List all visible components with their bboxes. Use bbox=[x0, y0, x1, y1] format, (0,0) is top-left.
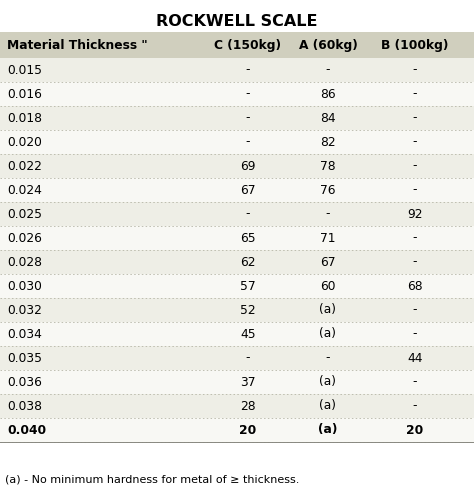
Text: -: - bbox=[413, 232, 417, 245]
Text: -: - bbox=[413, 400, 417, 413]
Text: -: - bbox=[246, 136, 250, 149]
Text: 67: 67 bbox=[240, 184, 256, 197]
Text: 0.028: 0.028 bbox=[7, 255, 42, 268]
Text: 0.025: 0.025 bbox=[7, 208, 42, 221]
Text: 0.026: 0.026 bbox=[7, 232, 42, 245]
Bar bbox=[0, 298, 474, 322]
Text: -: - bbox=[413, 376, 417, 389]
Text: 0.038: 0.038 bbox=[7, 400, 42, 413]
Text: C (150kg): C (150kg) bbox=[215, 38, 282, 51]
Text: -: - bbox=[246, 63, 250, 76]
Text: 60: 60 bbox=[320, 279, 336, 292]
Text: 86: 86 bbox=[320, 87, 336, 100]
Text: (a): (a) bbox=[319, 327, 337, 340]
Text: (a) - No minimum hardness for metal of ≥ thickness.: (a) - No minimum hardness for metal of ≥… bbox=[5, 474, 300, 484]
Text: (a): (a) bbox=[319, 376, 337, 389]
Text: 76: 76 bbox=[320, 184, 336, 197]
Text: 71: 71 bbox=[320, 232, 336, 245]
Text: 45: 45 bbox=[240, 327, 256, 340]
Bar bbox=[0, 58, 474, 82]
Bar bbox=[0, 32, 474, 58]
Text: -: - bbox=[413, 303, 417, 316]
Text: 0.016: 0.016 bbox=[7, 87, 42, 100]
Text: 65: 65 bbox=[240, 232, 256, 245]
Text: 78: 78 bbox=[320, 160, 336, 173]
Text: 67: 67 bbox=[320, 255, 336, 268]
Text: 0.032: 0.032 bbox=[7, 303, 42, 316]
Bar bbox=[0, 370, 474, 394]
Bar bbox=[0, 202, 474, 226]
Text: -: - bbox=[413, 160, 417, 173]
Text: A (60kg): A (60kg) bbox=[299, 38, 357, 51]
Bar bbox=[0, 394, 474, 418]
Text: (a): (a) bbox=[319, 424, 337, 437]
Text: Material Thickness ": Material Thickness " bbox=[7, 38, 147, 51]
Text: 57: 57 bbox=[240, 279, 256, 292]
Text: 0.034: 0.034 bbox=[7, 327, 42, 340]
Text: 28: 28 bbox=[240, 400, 256, 413]
Text: 84: 84 bbox=[320, 111, 336, 124]
Text: 0.020: 0.020 bbox=[7, 136, 42, 149]
Text: -: - bbox=[413, 136, 417, 149]
Text: -: - bbox=[326, 208, 330, 221]
Text: 0.015: 0.015 bbox=[7, 63, 42, 76]
Text: -: - bbox=[246, 351, 250, 364]
Text: (a): (a) bbox=[319, 400, 337, 413]
Text: -: - bbox=[413, 111, 417, 124]
Text: 37: 37 bbox=[240, 376, 256, 389]
Text: 52: 52 bbox=[240, 303, 256, 316]
Text: 0.035: 0.035 bbox=[7, 351, 42, 364]
Text: 0.040: 0.040 bbox=[7, 424, 46, 437]
Bar bbox=[0, 130, 474, 154]
Text: 0.024: 0.024 bbox=[7, 184, 42, 197]
Text: -: - bbox=[413, 255, 417, 268]
Text: 62: 62 bbox=[240, 255, 256, 268]
Bar bbox=[0, 226, 474, 250]
Text: -: - bbox=[246, 111, 250, 124]
Text: -: - bbox=[413, 63, 417, 76]
Text: 44: 44 bbox=[407, 351, 423, 364]
Text: -: - bbox=[326, 351, 330, 364]
Bar bbox=[0, 322, 474, 346]
Bar bbox=[0, 82, 474, 106]
Text: 0.022: 0.022 bbox=[7, 160, 42, 173]
Text: 0.030: 0.030 bbox=[7, 279, 42, 292]
Text: 0.018: 0.018 bbox=[7, 111, 42, 124]
Text: -: - bbox=[413, 87, 417, 100]
Text: 20: 20 bbox=[406, 424, 424, 437]
Text: 82: 82 bbox=[320, 136, 336, 149]
Text: -: - bbox=[413, 184, 417, 197]
Text: B (100kg): B (100kg) bbox=[381, 38, 449, 51]
Bar bbox=[0, 106, 474, 130]
Text: 20: 20 bbox=[239, 424, 256, 437]
Bar bbox=[0, 178, 474, 202]
Bar bbox=[0, 418, 474, 442]
Text: ROCKWELL SCALE: ROCKWELL SCALE bbox=[156, 14, 318, 29]
Text: 0.036: 0.036 bbox=[7, 376, 42, 389]
Bar bbox=[0, 346, 474, 370]
Text: 68: 68 bbox=[407, 279, 423, 292]
Text: -: - bbox=[246, 208, 250, 221]
Bar bbox=[0, 250, 474, 274]
Bar bbox=[0, 274, 474, 298]
Text: -: - bbox=[413, 327, 417, 340]
Text: 92: 92 bbox=[407, 208, 423, 221]
Text: -: - bbox=[246, 87, 250, 100]
Text: 69: 69 bbox=[240, 160, 256, 173]
Bar bbox=[0, 154, 474, 178]
Text: -: - bbox=[326, 63, 330, 76]
Text: (a): (a) bbox=[319, 303, 337, 316]
